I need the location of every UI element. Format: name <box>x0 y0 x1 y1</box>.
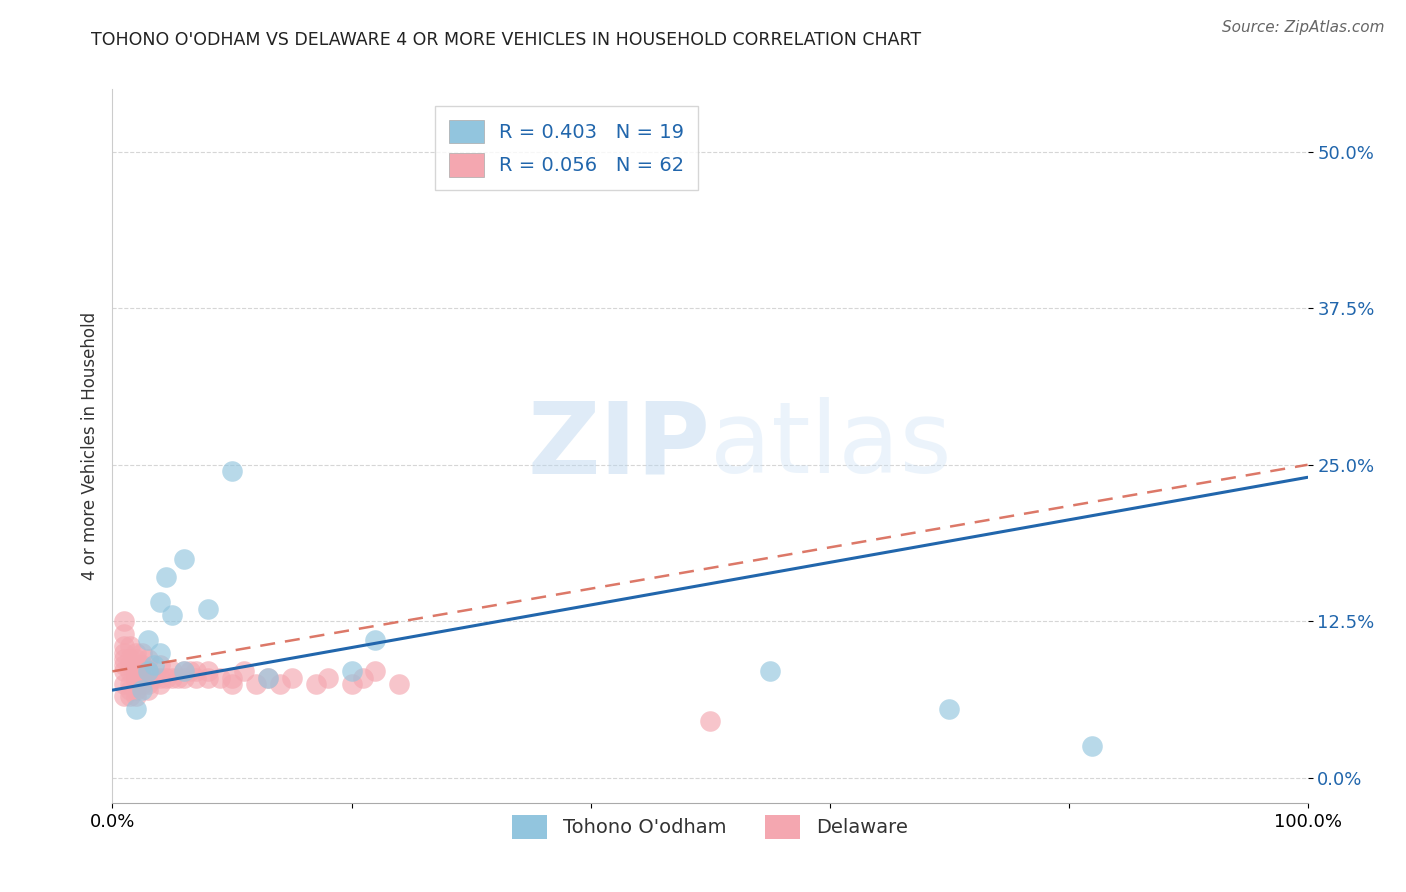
Point <box>138 665 160 679</box>
Point <box>221 677 243 691</box>
Point <box>125 665 148 679</box>
Point <box>197 665 219 679</box>
Point <box>364 633 387 648</box>
Text: Source: ZipAtlas.com: Source: ZipAtlas.com <box>1222 20 1385 35</box>
Point <box>125 677 148 691</box>
Point <box>138 665 160 679</box>
Point <box>245 677 267 691</box>
Point <box>114 690 135 704</box>
Point <box>173 665 195 679</box>
Point <box>233 665 256 679</box>
Point <box>155 671 177 685</box>
Point <box>162 671 183 685</box>
Point <box>352 671 374 685</box>
Point <box>114 677 135 691</box>
Point <box>114 665 135 679</box>
Point <box>114 640 135 654</box>
Point <box>316 671 339 685</box>
Point <box>114 658 135 673</box>
Point <box>179 665 201 679</box>
Point <box>120 677 142 691</box>
Point <box>173 671 195 685</box>
Point <box>138 652 160 666</box>
Point <box>120 640 142 654</box>
Point <box>149 677 172 691</box>
Point <box>340 677 363 691</box>
Text: ZIP: ZIP <box>527 398 710 494</box>
Y-axis label: 4 or more Vehicles in Household: 4 or more Vehicles in Household <box>80 312 98 580</box>
Point <box>209 671 232 685</box>
Point <box>125 683 148 698</box>
Point <box>173 551 195 566</box>
Point <box>131 683 153 698</box>
Point <box>162 607 183 622</box>
Point <box>143 671 166 685</box>
Point <box>131 658 153 673</box>
Point <box>114 652 135 666</box>
Point <box>269 677 291 691</box>
Point <box>125 652 148 666</box>
Point <box>120 652 142 666</box>
Point <box>221 464 243 478</box>
Point <box>197 601 219 615</box>
Point <box>162 665 183 679</box>
Text: atlas: atlas <box>710 398 952 494</box>
Point <box>138 633 160 648</box>
Point <box>114 646 135 660</box>
Point <box>131 646 153 660</box>
Point <box>340 665 363 679</box>
Point <box>1081 739 1104 754</box>
Point <box>125 658 148 673</box>
Point <box>221 671 243 685</box>
Point <box>149 671 172 685</box>
Point <box>120 658 142 673</box>
Point <box>257 671 280 685</box>
Point <box>138 683 160 698</box>
Point <box>125 671 148 685</box>
Point <box>364 665 387 679</box>
Point <box>167 671 190 685</box>
Text: TOHONO O'ODHAM VS DELAWARE 4 OR MORE VEHICLES IN HOUSEHOLD CORRELATION CHART: TOHONO O'ODHAM VS DELAWARE 4 OR MORE VEH… <box>91 31 921 49</box>
Point <box>149 595 172 609</box>
Point <box>143 658 166 673</box>
Point <box>149 646 172 660</box>
Point <box>155 570 177 584</box>
Point <box>125 646 148 660</box>
Point <box>120 690 142 704</box>
Legend: Tohono O'odham, Delaware: Tohono O'odham, Delaware <box>505 807 915 847</box>
Point <box>257 671 280 685</box>
Point <box>186 665 208 679</box>
Point <box>197 671 219 685</box>
Point <box>138 677 160 691</box>
Point <box>125 690 148 704</box>
Point <box>131 677 153 691</box>
Point <box>388 677 411 691</box>
Point <box>131 671 153 685</box>
Point <box>114 627 135 641</box>
Point <box>938 702 960 716</box>
Point <box>125 702 148 716</box>
Point <box>186 671 208 685</box>
Point <box>759 665 782 679</box>
Point <box>173 665 195 679</box>
Point <box>114 614 135 628</box>
Point <box>149 658 172 673</box>
Point <box>281 671 304 685</box>
Point <box>120 683 142 698</box>
Point <box>305 677 328 691</box>
Point <box>120 665 142 679</box>
Point <box>699 714 721 729</box>
